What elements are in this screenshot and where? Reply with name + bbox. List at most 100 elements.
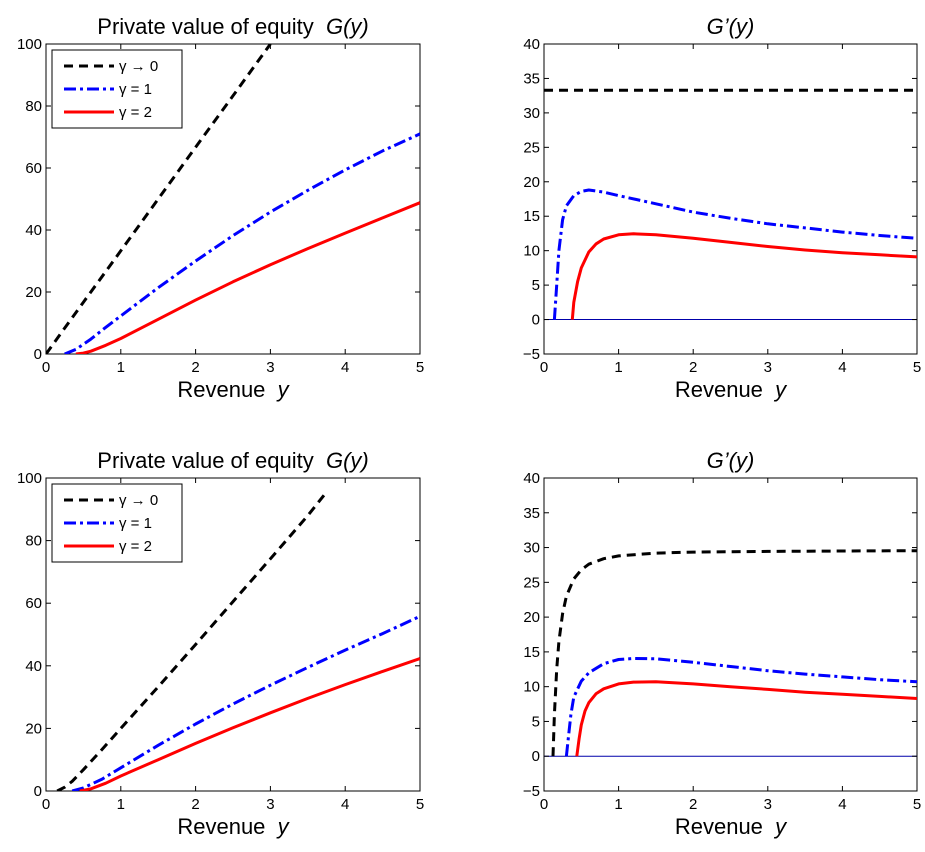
y-tick-label: 0 [34,346,42,363]
axes-frame [45,477,421,792]
x-axis-label-variable: y [773,377,788,402]
legend: γ → 0 γ = 1 γ = 2 [51,483,183,563]
x-tick-label: 4 [838,359,846,376]
series-line-1 [551,549,917,757]
y-tick-label: 5 [532,277,540,294]
chart-title-function: G’(y) [707,14,755,39]
y-tick-label: 40 [523,36,540,53]
chart-title-text: Private value of equity [97,14,313,39]
chart-panel-1: 0 1 2 3 4 5 0 20 40 60 80 100 Private value of equit… [17,14,424,402]
y-tick-label: 40 [25,658,42,675]
series-line-2 [64,132,420,354]
legend-entry: γ = 2 [119,538,152,555]
x-tick-label: 2 [191,359,199,376]
y-tick-label: 10 [523,679,540,696]
series-group [56,491,420,791]
x-tick-label: 2 [689,359,697,376]
legend-entry: γ → 0 [119,58,158,75]
chart-title: G’(y) [707,14,755,39]
x-axis-label-text: Revenue [177,377,265,402]
x-axis-label: Revenue y [177,814,290,839]
chart-title: Private value of equity G(y) [97,14,368,39]
y-tick-label: −5 [523,783,540,800]
legend-entry: γ = 1 [119,81,152,98]
y-tick-label: 0 [532,312,540,329]
y-tick-label: −5 [523,346,540,363]
y-tick-label: 100 [17,470,42,487]
x-tick-label: 1 [117,359,125,376]
x-tick-label: 0 [540,359,548,376]
series-line-3 [570,232,917,320]
x-axis-label: Revenue y [675,814,788,839]
x-axis-label-spacer [265,377,277,402]
chart-title-spacer [314,448,326,473]
y-tick-label: 80 [25,98,42,115]
y-tick-label: 20 [25,720,42,737]
y-tick-label: 20 [25,284,42,301]
y-tick-label: 100 [17,36,42,53]
series-group [46,44,420,354]
chart-title-text: Private value of equity [97,448,313,473]
y-tick-label: 25 [523,574,540,591]
y-tick-label: 80 [25,533,42,550]
x-tick-label: 3 [266,796,274,813]
chart-panel-3: 0 1 2 3 4 5 0 20 40 60 80 100 Private value of equit… [17,448,424,839]
series-group [544,88,917,320]
y-tick-label: 30 [523,105,540,122]
x-tick-label: 1 [614,359,622,376]
x-tick-label: 2 [191,796,199,813]
legend-entry: γ → 0 [119,492,158,509]
y-tick-label: 40 [523,470,540,487]
y-tick-label: 20 [523,174,540,191]
x-axis-label: Revenue y [177,377,290,402]
y-tick-label: 10 [523,243,540,260]
x-tick-label: 0 [42,796,50,813]
x-tick-label: 1 [614,796,622,813]
x-axis-label-variable: y [773,814,788,839]
y-tick-label: 15 [523,208,540,225]
x-axis-label-text: Revenue [177,814,265,839]
y-tick-label: 35 [523,505,540,522]
x-tick-label: 3 [764,796,772,813]
x-tick-label: 5 [416,359,424,376]
x-axis-label-variable: y [276,377,291,402]
x-tick-label: 3 [266,359,274,376]
x-tick-label: 5 [913,359,921,376]
legend-entry: γ = 1 [119,515,152,532]
y-tick-label: 30 [523,540,540,557]
series-line-3 [575,680,917,757]
legend-entry: γ = 2 [119,104,152,121]
axes-frame [543,43,918,355]
x-tick-label: 4 [838,796,846,813]
y-tick-label: 5 [532,713,540,730]
series-line-1 [46,44,272,354]
x-tick-label: 0 [540,796,548,813]
chart-title-function: G(y) [326,448,369,473]
axes-frame [543,477,918,792]
chart-title-function: G’(y) [707,448,755,473]
y-tick-label: 25 [523,139,540,156]
axes-frame [45,43,421,355]
x-axis-label-spacer [265,814,277,839]
y-tick-label: 0 [34,783,42,800]
chart-title: Private value of equity G(y) [97,448,368,473]
x-tick-label: 3 [764,359,772,376]
y-tick-label: 0 [532,748,540,765]
x-tick-label: 5 [913,796,921,813]
x-axis-label-spacer [763,377,775,402]
series-line-2 [564,657,917,757]
y-tick-label: 35 [523,70,540,87]
series-group [551,549,917,757]
x-axis-label-text: Revenue [675,814,763,839]
y-tick-label: 15 [523,644,540,661]
y-tick-label: 60 [25,595,42,612]
y-tick-label: 40 [25,222,42,239]
y-tick-label: 20 [523,609,540,626]
series-line-3 [75,201,420,354]
chart-title-function: G(y) [326,14,369,39]
y-tick-label: 60 [25,160,42,177]
x-tick-label: 1 [117,796,125,813]
